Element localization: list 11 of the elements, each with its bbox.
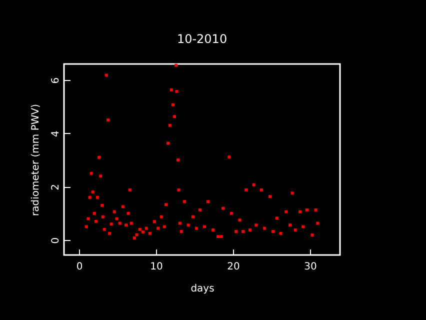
x-axis-title: days: [190, 284, 214, 294]
y-tick-label: 0: [50, 237, 62, 244]
x-tick-label: 20: [227, 262, 240, 272]
x-tick-label: 10: [150, 262, 163, 272]
y-tick-label: 6: [50, 77, 62, 84]
y-axis-title: radiometer (mm PWV): [30, 104, 42, 216]
y-tick-label: 2: [50, 184, 62, 190]
chart-title: 10-2010: [176, 32, 228, 46]
x-tick-label: 0: [76, 262, 83, 272]
x-tick-label: 30: [304, 262, 317, 272]
y-tick-label: 4: [50, 130, 62, 138]
